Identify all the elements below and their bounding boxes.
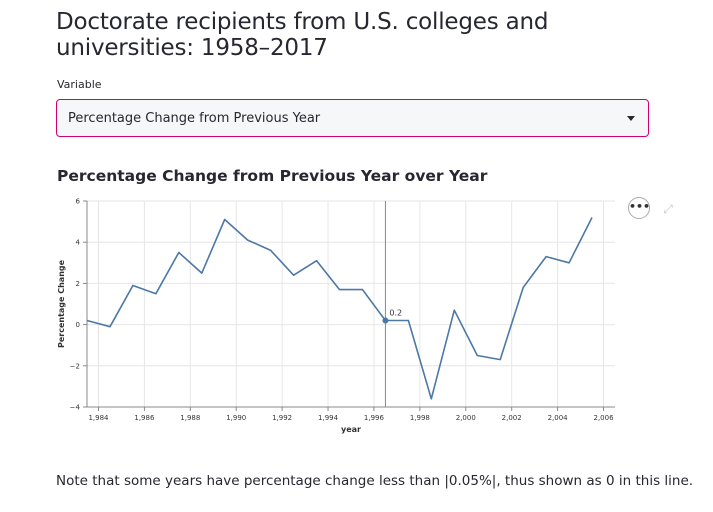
x-tick-label: 1,992: [272, 414, 292, 422]
page-title: Doctorate recipients from U.S. colleges …: [56, 9, 549, 61]
caret-down-icon: [627, 116, 635, 121]
x-tick-label: 1,998: [410, 414, 430, 422]
x-tick-label: 1,986: [134, 414, 155, 422]
variable-select-label: Variable: [57, 78, 102, 91]
y-tick-label: 0: [76, 321, 80, 329]
chart-header: Percentage Change from Previous Year ove…: [57, 167, 488, 185]
footnote: Note that some years have percentage cha…: [56, 473, 694, 489]
y-tick-label: −2: [70, 362, 80, 370]
highlight-point: [382, 317, 389, 324]
x-tick-label: 1,990: [226, 414, 246, 422]
series-line: [86, 217, 593, 400]
y-tick-label: −4: [70, 404, 81, 412]
y-axis-title: Percentage Change: [57, 259, 66, 348]
highlight-label: 0.2: [389, 308, 402, 317]
y-tick-label: 6: [76, 198, 81, 206]
expand-icon[interactable]: ⤢: [663, 202, 673, 216]
x-tick-label: 2,004: [548, 414, 569, 422]
x-tick-label: 1,988: [180, 414, 200, 422]
x-tick-label: 2,002: [502, 414, 522, 422]
x-tick-label: 1,994: [318, 414, 339, 422]
x-tick-label: 1,984: [88, 414, 109, 422]
variable-select-value: Percentage Change from Previous Year: [68, 111, 321, 126]
x-axis-title: year: [341, 425, 361, 434]
y-tick-label: 2: [76, 280, 80, 288]
x-tick-label: 2,000: [456, 414, 476, 422]
variable-select[interactable]: Percentage Change from Previous Year: [56, 99, 649, 137]
y-tick-label: 4: [76, 239, 81, 247]
more-options-icon[interactable]: •••: [628, 197, 650, 219]
x-tick-label: 1,996: [364, 414, 385, 422]
x-tick-label: 2,006: [593, 414, 614, 422]
